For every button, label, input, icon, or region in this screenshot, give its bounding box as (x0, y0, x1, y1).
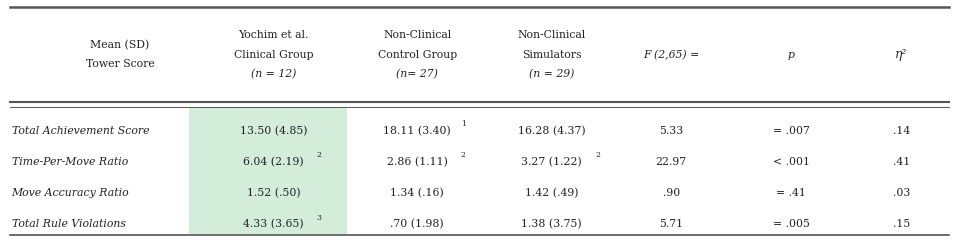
Text: .15: .15 (893, 219, 910, 229)
Text: Non-Clinical: Non-Clinical (517, 30, 586, 40)
Text: Clinical Group: Clinical Group (233, 50, 314, 60)
Text: < .001: < .001 (773, 157, 809, 167)
Text: Simulators: Simulators (522, 50, 581, 60)
Text: 6.04 (2.19): 6.04 (2.19) (243, 157, 304, 167)
Text: (n= 27): (n= 27) (396, 69, 438, 79)
Text: .41: .41 (893, 157, 910, 167)
Text: Mean (SD): Mean (SD) (90, 40, 150, 50)
Text: 3.27 (1.22): 3.27 (1.22) (521, 157, 582, 167)
Text: = .41: = .41 (776, 188, 807, 198)
Text: (n = 12): (n = 12) (250, 69, 296, 79)
Text: 13.50 (4.85): 13.50 (4.85) (240, 126, 307, 136)
Text: 2: 2 (595, 151, 600, 159)
Text: 1.34 (.16): 1.34 (.16) (390, 188, 444, 198)
Text: 22.97: 22.97 (656, 157, 687, 167)
Text: 2: 2 (460, 151, 466, 159)
Text: 1.42 (.49): 1.42 (.49) (525, 188, 578, 198)
Text: p: p (787, 50, 795, 60)
Text: (n = 29): (n = 29) (528, 69, 574, 79)
Text: .70 (1.98): .70 (1.98) (390, 219, 444, 229)
Text: .14: .14 (893, 126, 910, 136)
Text: η²: η² (896, 48, 907, 61)
Text: 1.52 (.50): 1.52 (.50) (246, 188, 300, 198)
Text: Time-Per-Move Ratio: Time-Per-Move Ratio (12, 157, 128, 167)
Text: 1: 1 (460, 120, 466, 128)
Text: Yochim et al.: Yochim et al. (238, 30, 309, 40)
Text: 18.11 (3.40): 18.11 (3.40) (384, 126, 451, 136)
Text: 2: 2 (316, 151, 322, 159)
Text: 5.71: 5.71 (659, 219, 684, 229)
Text: 2.86 (1.11): 2.86 (1.11) (386, 157, 448, 167)
Bar (189, 108, 347, 234)
Text: Total Rule Violations: Total Rule Violations (12, 219, 126, 229)
Text: 5.33: 5.33 (659, 126, 684, 136)
Text: Total Achievement Score: Total Achievement Score (12, 126, 149, 136)
Text: 4.33 (3.65): 4.33 (3.65) (243, 219, 304, 229)
Text: Control Group: Control Group (378, 50, 456, 60)
Text: Tower Score: Tower Score (85, 60, 154, 69)
Text: .03: .03 (893, 188, 910, 198)
Text: = .007: = .007 (773, 126, 809, 136)
Text: 3: 3 (316, 214, 322, 222)
Text: F (2,65) =: F (2,65) = (643, 49, 699, 60)
Text: 16.28 (4.37): 16.28 (4.37) (518, 126, 585, 136)
Text: Non-Clinical: Non-Clinical (383, 30, 452, 40)
Text: = .005: = .005 (773, 219, 809, 229)
Text: Move Accuracy Ratio: Move Accuracy Ratio (12, 188, 129, 198)
Text: 1.38 (3.75): 1.38 (3.75) (521, 219, 582, 229)
Text: .90: .90 (663, 188, 680, 198)
